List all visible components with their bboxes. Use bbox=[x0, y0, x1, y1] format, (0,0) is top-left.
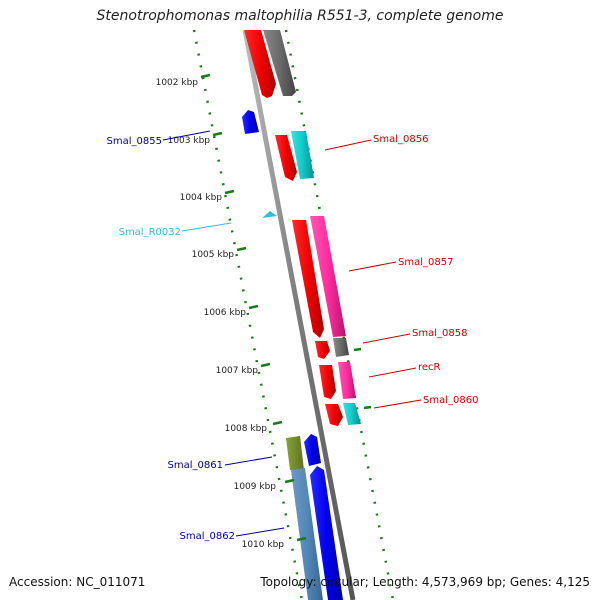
gene-arrow-smal-0862 bbox=[310, 466, 343, 600]
tick-mark bbox=[296, 536, 307, 542]
leader-line-smal-0857 bbox=[348, 261, 397, 272]
leader-line-smal-0860 bbox=[373, 399, 422, 409]
gene-label-smal-0857[interactable]: Smal_0857 bbox=[398, 257, 453, 268]
leader-line-smal-0862 bbox=[235, 527, 285, 537]
accession-text: Accession: NC_011071 bbox=[9, 575, 146, 589]
gene-arrow-smal-0861 bbox=[304, 434, 321, 466]
tick-label-1003: 1003 kbp bbox=[168, 136, 211, 146]
gene-label-recr[interactable]: recR bbox=[418, 362, 441, 373]
gene-block-smal-0860-cyan bbox=[343, 403, 361, 425]
tick-mark bbox=[260, 362, 271, 368]
gene-arrow-recr bbox=[319, 365, 336, 399]
rna-arrow-smal-r0032 bbox=[262, 211, 277, 218]
tick-mark bbox=[236, 246, 247, 252]
leader-line-recr bbox=[368, 367, 417, 378]
leader-lines bbox=[162, 130, 422, 537]
leader-line-smal-0856 bbox=[324, 139, 372, 151]
gene-label-smal-0862[interactable]: Smal_0862 bbox=[180, 531, 235, 542]
gene-arrow-smal-0858 bbox=[315, 341, 330, 359]
tick-mark bbox=[353, 347, 362, 352]
gene-label-smal-r0032[interactable]: Smal_R0032 bbox=[119, 227, 181, 238]
leader-line-smal-r0032 bbox=[181, 222, 232, 232]
gene-label-smal-0858[interactable]: Smal_0858 bbox=[412, 328, 467, 339]
tick-mark bbox=[272, 420, 283, 426]
gene-block-smal-0858-gray bbox=[333, 338, 349, 357]
leader-line-smal-0861 bbox=[224, 456, 273, 466]
map-title: Stenotrophomonas maltophilia R551-3, com… bbox=[96, 8, 504, 24]
tick-label-1005: 1005 kbp bbox=[192, 250, 235, 260]
tick-mark bbox=[284, 478, 295, 484]
tick-label-1002: 1002 kbp bbox=[156, 78, 199, 88]
gene-block-smal-0857-pink bbox=[310, 216, 346, 337]
tick-label-1006: 1006 kbp bbox=[204, 308, 247, 318]
tick-mark bbox=[224, 189, 235, 195]
gene-arrow-smal-0855 bbox=[242, 110, 259, 134]
gene-block-recr-pink bbox=[338, 362, 356, 399]
gene-block-smal-0862-steel bbox=[291, 468, 323, 600]
tick-mark bbox=[363, 405, 372, 410]
tick-marks bbox=[200, 73, 372, 542]
gene-block-smal-0856-cyan bbox=[291, 131, 314, 179]
leader-line-smal-0855 bbox=[162, 130, 211, 141]
tick-label-1010: 1010 kbp bbox=[242, 540, 285, 550]
genome-backbone bbox=[242, 29, 356, 600]
tick-labels: 1002 kbp 1003 kbp 1004 kbp 1005 kbp 1006… bbox=[156, 78, 285, 550]
gene-arrow-forward-top-gray bbox=[263, 30, 296, 96]
tick-label-1007: 1007 kbp bbox=[216, 366, 259, 376]
tick-mark bbox=[200, 73, 211, 79]
gene-label-smal-0861[interactable]: Smal_0861 bbox=[168, 460, 223, 471]
gene-arrow-forward-top bbox=[244, 30, 276, 98]
inner-dotted-guide bbox=[192, 29, 304, 600]
gene-arrow-smal-0860 bbox=[325, 404, 343, 426]
gene-arrow-smal-0856 bbox=[275, 135, 297, 181]
leader-line-smal-0858 bbox=[362, 333, 411, 344]
gene-label-smal-0860[interactable]: Smal_0860 bbox=[423, 395, 478, 406]
gene-block-smal-0861-olive bbox=[286, 436, 304, 470]
tick-mark bbox=[212, 131, 223, 137]
tick-mark bbox=[248, 304, 259, 310]
gene-label-smal-0855[interactable]: Smal_0855 bbox=[107, 136, 162, 147]
topology-text: Topology: circular; Length: 4,573,969 bp… bbox=[260, 575, 590, 589]
tick-label-1004: 1004 kbp bbox=[180, 193, 223, 203]
gene-labels: Smal_0855 Smal_R0032 Smal_0856 Smal_0857… bbox=[107, 134, 479, 542]
gene-arrow-smal-0857 bbox=[292, 220, 324, 338]
tick-label-1008: 1008 kbp bbox=[225, 424, 268, 434]
gene-label-smal-0856[interactable]: Smal_0856 bbox=[373, 134, 428, 145]
tick-label-1009: 1009 kbp bbox=[234, 482, 277, 492]
